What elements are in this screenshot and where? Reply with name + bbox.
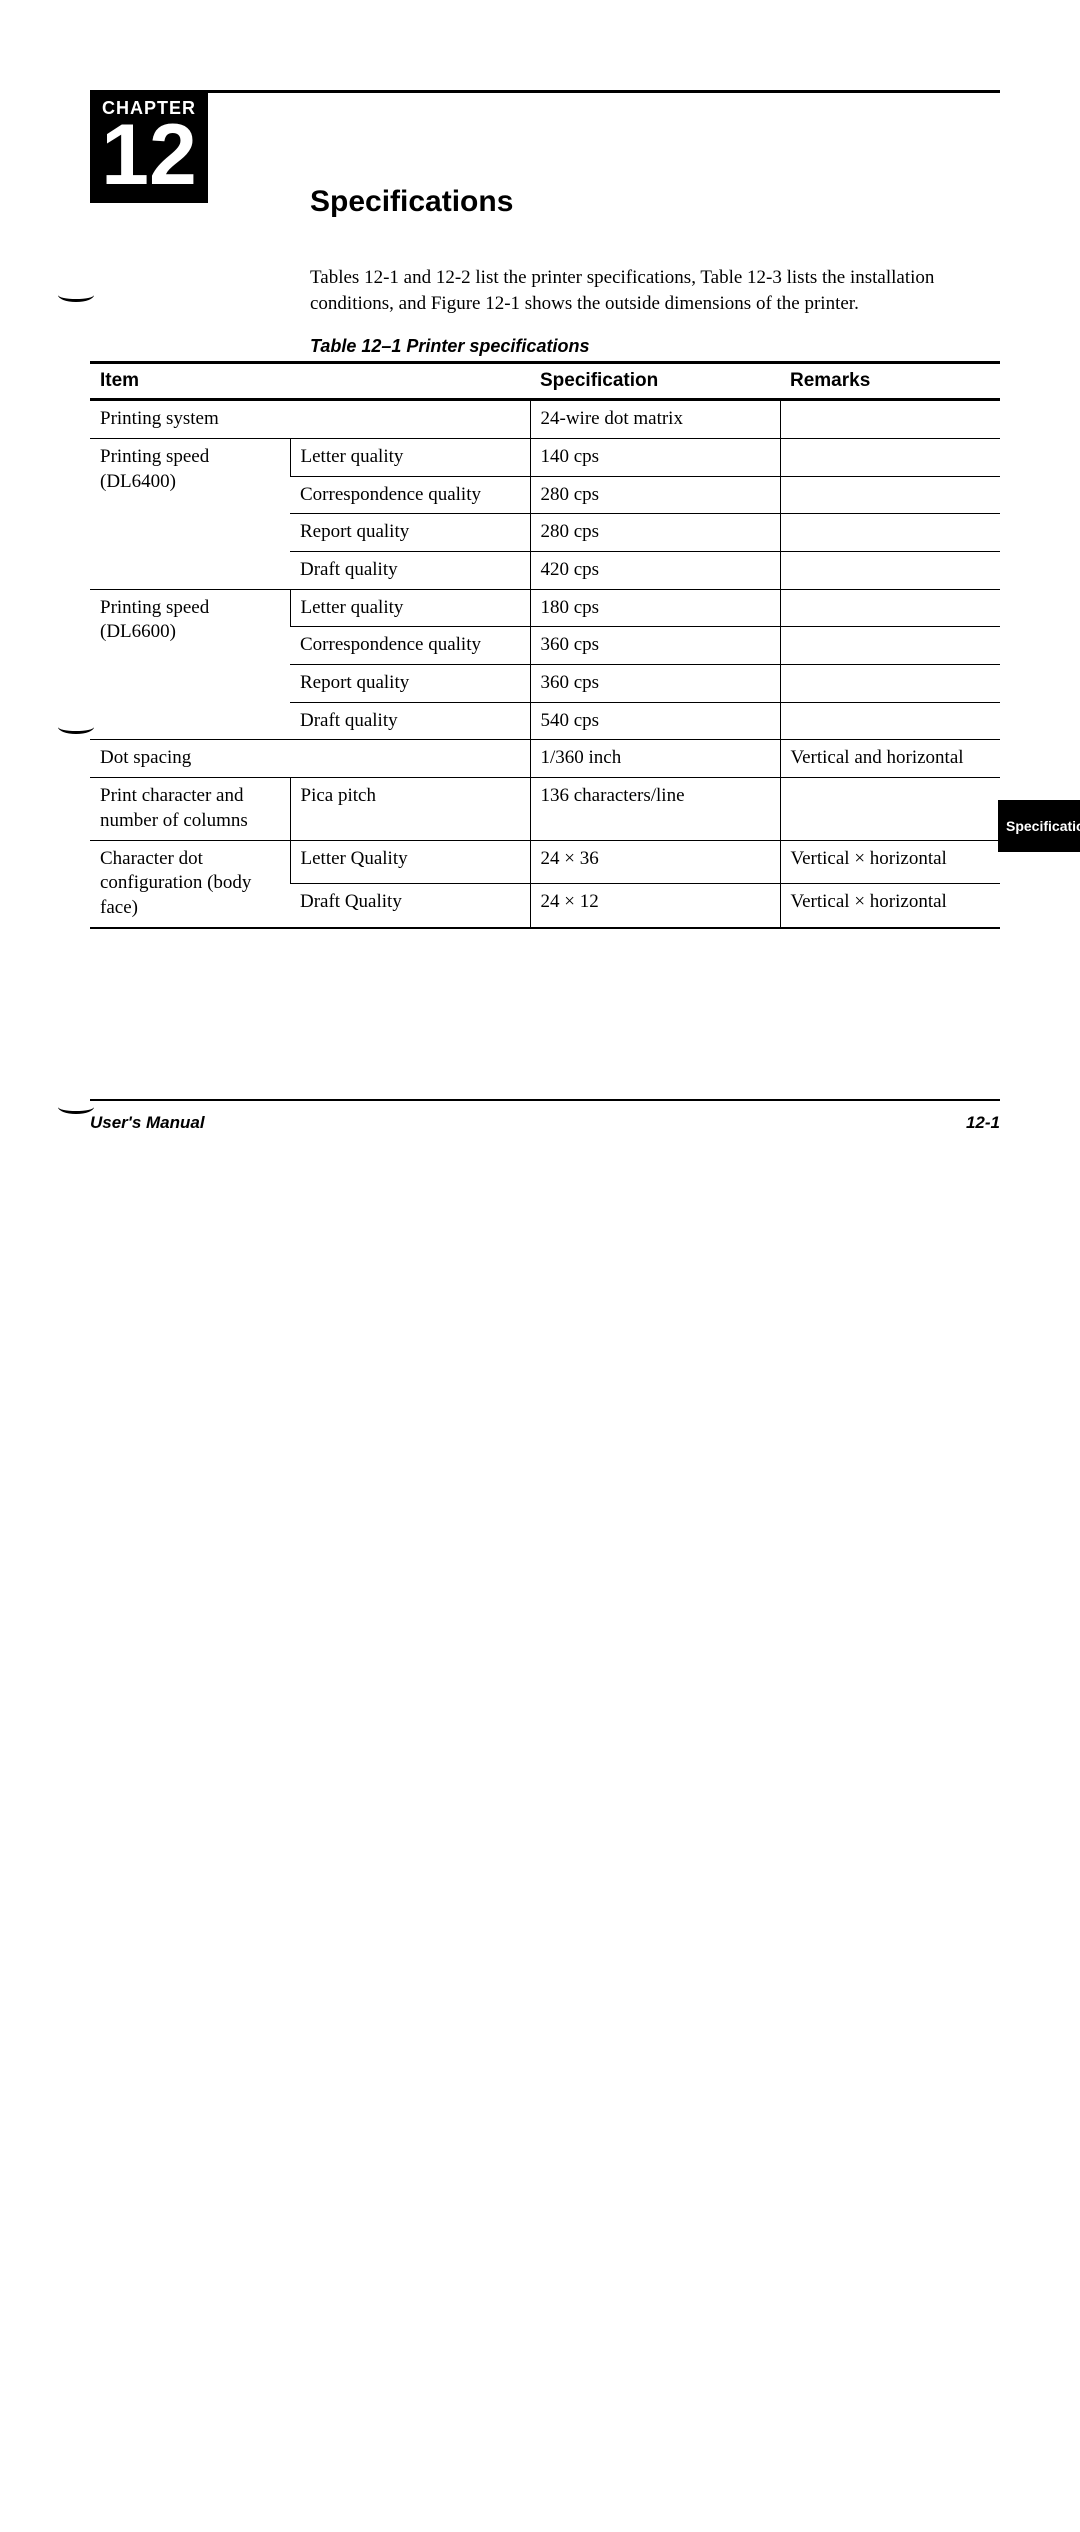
cell-remarks	[780, 627, 1000, 665]
page-footer: User's Manual 12-1	[90, 1113, 1000, 1133]
table-row: Printing speed (DL6400) Letter quality 1…	[90, 438, 1000, 476]
cell-spec: 24 × 36	[530, 840, 780, 883]
cell-remarks	[780, 702, 1000, 740]
cell-remarks	[780, 438, 1000, 476]
scan-artifact-icon	[58, 1100, 94, 1114]
table-caption: Table 12–1 Printer specifications	[310, 336, 1000, 357]
chapter-badge: CHAPTER 12	[90, 90, 208, 203]
footer-left: User's Manual	[90, 1113, 205, 1133]
th-remarks: Remarks	[780, 363, 1000, 400]
scan-artifact-icon	[58, 288, 94, 302]
cell-remarks: Vertical and horizontal	[780, 740, 1000, 778]
table-header-row: Item Specification Remarks	[90, 363, 1000, 400]
cell-remarks: Vertical × horizontal	[780, 884, 1000, 928]
scan-artifact-icon	[58, 720, 94, 734]
cell-remarks	[780, 514, 1000, 552]
cell-sub: Report quality	[290, 665, 530, 703]
table-row: Character dot configuration (body face) …	[90, 840, 1000, 883]
table-row: Dot spacing 1/360 inch Vertical and hori…	[90, 740, 1000, 778]
cell-spec: 420 cps	[530, 552, 780, 590]
cell-spec: 280 cps	[530, 476, 780, 514]
spec-table: Item Specification Remarks Printing syst…	[90, 361, 1000, 928]
chapter-number: 12	[90, 115, 208, 197]
cell-item: Character dot configuration (body face)	[90, 840, 290, 928]
cell-spec: 360 cps	[530, 665, 780, 703]
th-item: Item	[90, 363, 530, 400]
cell-item: Dot spacing	[90, 740, 530, 778]
cell-remarks	[780, 400, 1000, 439]
cell-sub: Correspondence quality	[290, 476, 530, 514]
cell-item: Printing system	[90, 400, 530, 439]
cell-spec: 180 cps	[530, 589, 780, 627]
heading-area: Specifications Tables 12-1 and 12-2 list…	[310, 93, 1000, 316]
cell-remarks	[780, 552, 1000, 590]
page-title: Specifications	[310, 185, 1000, 219]
cell-spec: 24 × 12	[530, 884, 780, 928]
cell-remarks	[780, 665, 1000, 703]
cell-sub: Correspondence quality	[290, 627, 530, 665]
cell-spec: 24-wire dot matrix	[530, 400, 780, 439]
cell-spec: 140 cps	[530, 438, 780, 476]
cell-remarks: Vertical × horizontal	[780, 840, 1000, 883]
cell-sub: Letter Quality	[290, 840, 530, 883]
cell-sub: Draft Quality	[290, 884, 530, 928]
page: CHAPTER 12 Specifications Tables 12-1 an…	[0, 0, 1080, 1133]
table-row: Printing system 24-wire dot matrix	[90, 400, 1000, 439]
cell-sub: Draft quality	[290, 552, 530, 590]
cell-spec: 360 cps	[530, 627, 780, 665]
cell-item: Printing speed (DL6600)	[90, 589, 290, 740]
cell-remarks	[780, 589, 1000, 627]
table-row: Print character and number of columns Pi…	[90, 778, 1000, 840]
footer-rule	[90, 1099, 1000, 1101]
cell-spec: 540 cps	[530, 702, 780, 740]
cell-remarks	[780, 476, 1000, 514]
cell-spec: 1/360 inch	[530, 740, 780, 778]
side-tab: Specifications	[998, 800, 1080, 852]
cell-spec: 280 cps	[530, 514, 780, 552]
intro-paragraph: Tables 12-1 and 12-2 list the printer sp…	[310, 265, 950, 316]
footer-right: 12-1	[966, 1113, 1000, 1133]
cell-sub: Draft quality	[290, 702, 530, 740]
cell-remarks	[780, 778, 1000, 840]
cell-item: Print character and number of columns	[90, 778, 290, 840]
table-row: Printing speed (DL6600) Letter quality 1…	[90, 589, 1000, 627]
cell-sub: Pica pitch	[290, 778, 530, 840]
cell-sub: Report quality	[290, 514, 530, 552]
cell-sub: Letter quality	[290, 438, 530, 476]
th-spec: Specification	[530, 363, 780, 400]
cell-item: Printing speed (DL6400)	[90, 438, 290, 589]
cell-spec: 136 characters/line	[530, 778, 780, 840]
cell-sub: Letter quality	[290, 589, 530, 627]
